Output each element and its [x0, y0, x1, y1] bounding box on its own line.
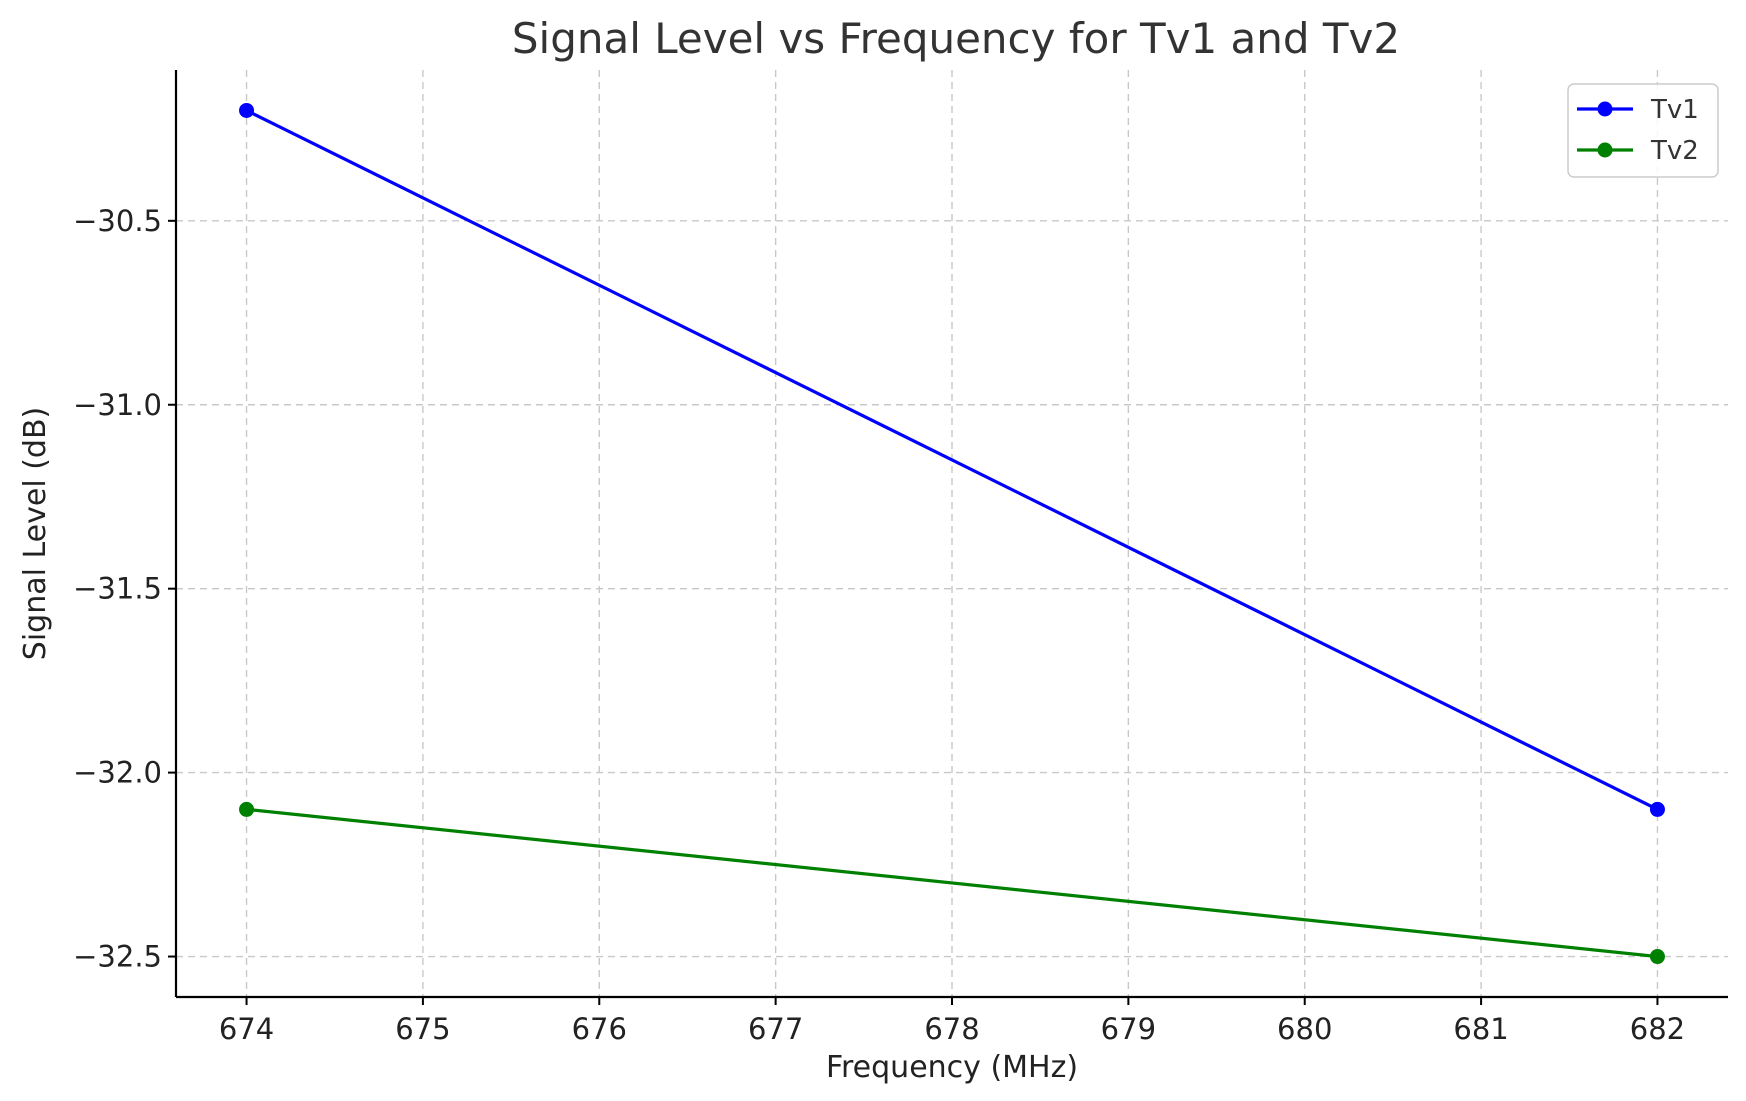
y-axis-ticks: −30.5 −31.0 −31.5 −32.0 −32.5 — [73, 204, 176, 974]
x-tick-label: 676 — [572, 1012, 627, 1046]
x-tick-label: 680 — [1277, 1012, 1332, 1046]
grid — [176, 70, 1728, 997]
data-point-tv1 — [1649, 801, 1665, 817]
x-tick-label: 679 — [1101, 1012, 1156, 1046]
x-tick-label: 681 — [1453, 1012, 1508, 1046]
series-line-tv2 — [246, 807, 1658, 959]
y-tick-label: −31.5 — [73, 572, 162, 606]
legend-marker — [1597, 101, 1613, 117]
series — [239, 102, 1665, 965]
y-tick-label: −32.0 — [73, 756, 162, 790]
y-tick-label: −31.0 — [73, 388, 162, 422]
x-tick-label: 675 — [395, 1012, 450, 1046]
data-point-tv2 — [239, 801, 255, 817]
x-tick-label: 677 — [748, 1012, 803, 1046]
legend-label: Tv2 — [1650, 136, 1699, 166]
legend-item-tv1: Tv1 — [1577, 95, 1699, 125]
chart-title: Signal Level vs Frequency for Tv1 and Tv… — [512, 14, 1400, 63]
y-axis-label: Signal Level (dB) — [18, 407, 53, 660]
x-axis-label: Frequency (MHz) — [826, 1050, 1078, 1085]
data-point-tv2 — [1649, 949, 1665, 965]
y-tick-label: −30.5 — [73, 204, 162, 238]
legend-marker — [1597, 142, 1613, 158]
y-tick-label: −32.5 — [73, 940, 162, 974]
data-point-tv1 — [239, 102, 255, 118]
series-line-tv1 — [245, 109, 1659, 811]
x-tick-label: 682 — [1630, 1012, 1685, 1046]
x-axis-ticks: 674 675 676 677 678 679 680 681 682 — [219, 997, 1685, 1046]
axes — [174, 70, 1728, 999]
legend-item-tv2: Tv2 — [1577, 136, 1699, 166]
series-tv2 — [239, 801, 1665, 965]
x-tick-label: 674 — [219, 1012, 274, 1046]
legend-label: Tv1 — [1650, 95, 1699, 125]
x-tick-label: 678 — [924, 1012, 979, 1046]
series-tv1 — [239, 102, 1665, 817]
